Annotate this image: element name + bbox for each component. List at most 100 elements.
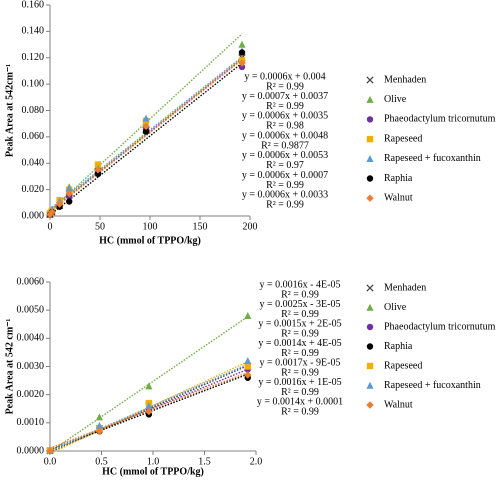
trendline <box>49 57 243 211</box>
trendline-r2: R² = 0.99 <box>266 81 304 92</box>
trendline-equation: y = 0.0006x + 0.0035 <box>242 111 328 122</box>
marker <box>94 166 102 174</box>
y-tick-label: 0.0040 <box>17 333 45 344</box>
marker <box>95 421 104 429</box>
trendline-equation: y = 0.0025x - 3E-05 <box>260 299 341 310</box>
trendline-r2: R² = 0.99 <box>266 199 304 210</box>
legend-label: Rapeseed + fucoxanthin <box>384 153 481 164</box>
trendline-r2: R² = 0.99 <box>266 180 304 191</box>
legend-marker <box>366 135 374 143</box>
x-tick-label: 0.0 <box>44 456 57 467</box>
marker <box>46 447 54 455</box>
marker <box>142 114 150 122</box>
marker <box>238 49 246 56</box>
x-axis-title: HC (mmol of TPPO/kg) <box>99 235 201 246</box>
marker <box>65 189 73 198</box>
trendline-equation: y = 0.0006x + 0.0007 <box>242 170 328 181</box>
marker <box>48 208 56 216</box>
x-tick-label: 0.5 <box>95 456 108 467</box>
trendline-equation: y = 0.0014x + 4E-05 <box>258 338 341 349</box>
trendline-r2: R² = 0.99 <box>281 367 319 378</box>
y-tick-label: 0.0060 <box>17 276 45 287</box>
trendline <box>49 62 243 216</box>
legend-marker <box>366 381 374 389</box>
legend-label: Phaeodactylum tricornutum <box>384 321 496 332</box>
x-tick-label: 50 <box>95 221 105 232</box>
legend-marker <box>366 175 374 182</box>
y-tick-label: 0.0030 <box>17 361 45 372</box>
x-tick-label: 2.0 <box>250 456 263 467</box>
trendline-equation: y = 0.0006x + 0.0053 <box>242 150 328 161</box>
legend-label: Menhaden <box>384 282 426 293</box>
legend-label: Rapeseed + fucoxanthin <box>384 380 481 391</box>
legend-marker <box>366 95 374 103</box>
y-tick-label: 0.0010 <box>17 417 45 428</box>
legend-marker <box>366 155 374 162</box>
trendline-r2: R² = 0.99 <box>281 406 319 417</box>
legend-label: Phaeodactylum tricornutum <box>384 114 496 125</box>
legend-label: Olive <box>384 94 407 105</box>
y-tick-label: 0.020 <box>22 184 45 195</box>
x-tick-label: 200 <box>243 221 258 232</box>
marker <box>145 402 153 410</box>
trendline-equation: y = 0.0015x + 2E-05 <box>258 318 341 329</box>
trendline <box>49 316 249 453</box>
legend-label: Raphia <box>384 341 413 352</box>
marker <box>142 128 150 135</box>
trendline-r2: R² = 0.99 <box>281 387 319 398</box>
legend-label: Menhaden <box>384 74 426 85</box>
legend-marker <box>366 323 374 331</box>
x-tick-label: 1.5 <box>198 456 211 467</box>
marker <box>238 63 246 71</box>
legend-marker <box>366 194 374 202</box>
y-tick-label: 0.140 <box>22 26 45 37</box>
legend-label: Rapeseed <box>384 133 422 144</box>
y-axis-title: Peak Area at 542cm⁻¹ <box>4 64 15 157</box>
y-tick-label: 0.100 <box>22 78 45 89</box>
trendline-r2: R² = 0.97 <box>266 160 304 171</box>
trendline-equation: y = 0.0007x + 0.0037 <box>242 91 328 102</box>
x-tick-label: 1.0 <box>147 456 160 467</box>
chart: 0.00000.00100.00200.00300.00400.00500.00… <box>4 276 495 477</box>
legend-marker <box>366 303 374 311</box>
marker <box>66 198 73 205</box>
x-tick-label: 150 <box>193 221 208 232</box>
x-axis-title: HC (mmol of TPPO/kg) <box>102 466 204 477</box>
legend-label: Walnut <box>384 192 413 203</box>
trendline-r2: R² = 0.99 <box>281 328 319 339</box>
trendline-equation: y = 0.0006x + 0.0048 <box>242 130 328 141</box>
marker <box>142 122 150 131</box>
marker <box>55 200 64 208</box>
marker <box>145 382 153 390</box>
y-tick-label: 0.0050 <box>17 304 45 315</box>
marker <box>244 357 252 365</box>
trendline-r2: R² = 0.98 <box>266 121 304 132</box>
marker <box>145 407 153 416</box>
trendline-equation: y = 0.0006x + 0.004 <box>244 71 325 82</box>
marker <box>94 161 102 168</box>
y-tick-label: 0.000 <box>22 210 45 221</box>
y-tick-label: 0.040 <box>22 158 45 169</box>
y-axis-title: Peak Area at 542 cm⁻¹ <box>4 319 15 415</box>
marker <box>94 170 102 177</box>
x-tick-label: 0 <box>48 221 53 232</box>
marker <box>65 184 73 192</box>
x-tick-label: 100 <box>143 221 158 232</box>
marker <box>244 312 252 319</box>
marker <box>95 413 104 421</box>
trendline-equation: y = 0.0006x + 0.0033 <box>242 189 328 200</box>
trendline-equation: y = 0.0017x - 9E-05 <box>260 357 341 368</box>
chart: 0.000 0.020 0.040 0.060 0.080 0.100 0.120 0.140… <box>4 0 495 246</box>
legend-marker <box>366 116 374 123</box>
legend-label: Walnut <box>384 399 413 410</box>
trendline <box>49 56 243 210</box>
trendline <box>49 59 243 213</box>
legend-label: Raphia <box>384 173 413 184</box>
y-tick-label: 0.0020 <box>17 389 45 400</box>
legend-marker <box>366 284 374 292</box>
marker <box>238 40 246 48</box>
marker <box>238 59 246 67</box>
trendline-equation: y = 0.0014x + 0.0001 <box>257 396 343 407</box>
marker <box>244 363 251 370</box>
